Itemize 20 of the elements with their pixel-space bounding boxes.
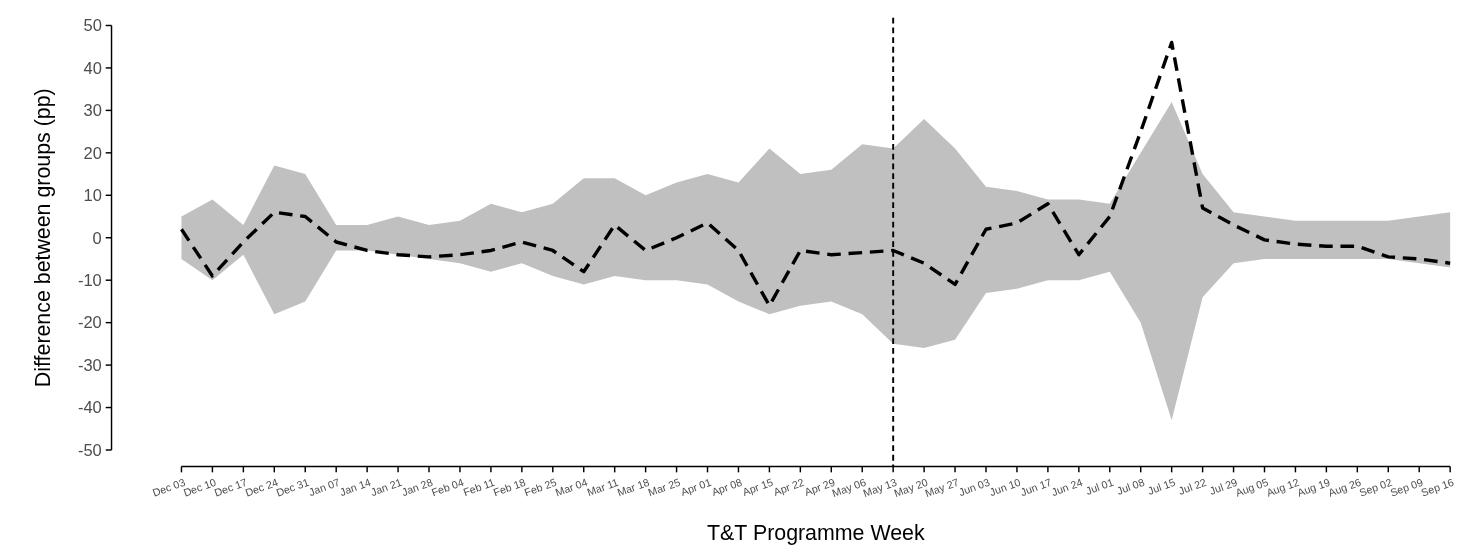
- y-tick-label: -50: [77, 440, 102, 459]
- y-tick-label: 20: [83, 143, 102, 162]
- y-tick-label: 30: [83, 101, 102, 120]
- x-tick-label: Jul 08: [1115, 475, 1146, 497]
- y-tick-label: -20: [77, 313, 102, 332]
- x-tick-label: Jul 15: [1145, 475, 1177, 497]
- x-tick-label: Jul 01: [1084, 475, 1116, 497]
- y-tick-label: 0: [92, 228, 102, 247]
- y-tick-label: -30: [77, 355, 102, 374]
- x-axis-title: T&T Programme Week: [707, 521, 925, 546]
- y-axis-title: Difference between groups (pp): [31, 88, 56, 388]
- y-tick-label: 50: [83, 16, 102, 35]
- x-tick-label: Apr 01: [679, 475, 713, 498]
- y-tick-label: 10: [83, 186, 102, 205]
- y-tick-label: -10: [77, 270, 102, 289]
- x-tick-label: Jun 24: [1049, 475, 1085, 499]
- y-tick-label: 40: [83, 58, 102, 77]
- x-tick-label: Jul 22: [1176, 475, 1208, 497]
- x-tick-label: Jun 03: [956, 475, 992, 499]
- y-tick-label: -40: [77, 398, 102, 417]
